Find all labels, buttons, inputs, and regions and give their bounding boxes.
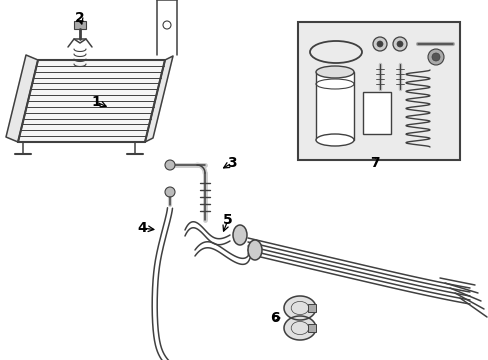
Bar (307, 324, 315, 332)
Ellipse shape (247, 240, 262, 260)
Circle shape (431, 53, 439, 61)
Text: 6: 6 (270, 311, 279, 325)
Polygon shape (18, 60, 164, 142)
Circle shape (372, 37, 386, 51)
Circle shape (163, 21, 171, 29)
Text: 5: 5 (223, 213, 232, 227)
Bar (315, 72, 353, 140)
Ellipse shape (315, 134, 353, 146)
Circle shape (427, 49, 443, 65)
Circle shape (396, 41, 402, 47)
Ellipse shape (315, 66, 353, 78)
Circle shape (376, 41, 382, 47)
Text: 2: 2 (75, 11, 85, 25)
Text: 3: 3 (227, 156, 236, 170)
Text: 7: 7 (369, 156, 379, 170)
Polygon shape (6, 55, 38, 142)
Polygon shape (284, 296, 315, 320)
Text: 4: 4 (137, 221, 146, 235)
Polygon shape (145, 56, 173, 142)
Polygon shape (284, 316, 315, 340)
Circle shape (392, 37, 406, 51)
Bar (74, 21, 86, 29)
Bar (362, 92, 390, 134)
Circle shape (164, 160, 175, 170)
Ellipse shape (232, 225, 246, 245)
Bar (297, 22, 459, 160)
Text: 1: 1 (91, 95, 101, 109)
Circle shape (164, 187, 175, 197)
Bar (307, 304, 315, 312)
